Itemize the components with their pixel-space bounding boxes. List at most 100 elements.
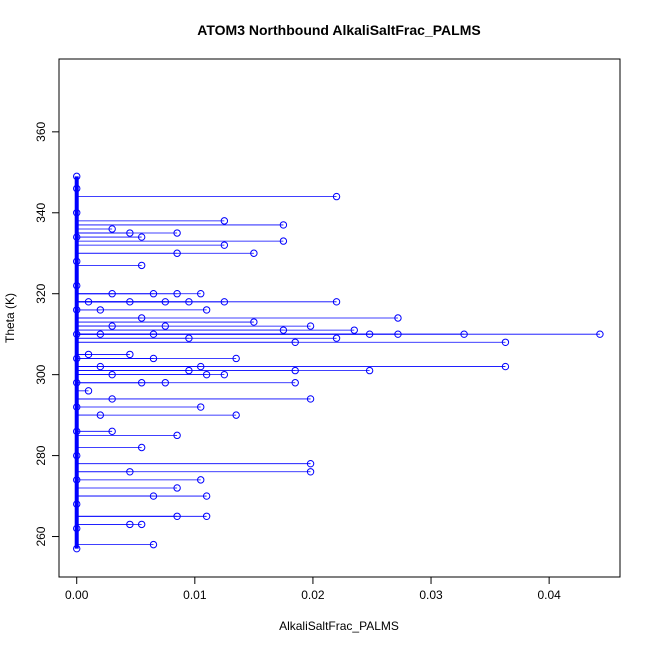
data-point	[96, 330, 105, 338]
data-point	[126, 350, 134, 359]
data-point	[149, 354, 158, 363]
data-point	[501, 338, 510, 346]
y-tick-label: 280	[34, 445, 48, 465]
data-point	[173, 249, 181, 257]
data-point	[220, 217, 229, 225]
data-point	[501, 362, 510, 371]
data-point	[73, 172, 81, 181]
data-point	[291, 338, 299, 346]
data-point	[73, 306, 81, 314]
data-point	[173, 484, 181, 492]
data-point	[73, 233, 81, 241]
data-point	[96, 411, 105, 419]
data-point	[84, 387, 93, 395]
data-point	[137, 314, 146, 322]
data-point	[108, 322, 116, 330]
data-points	[73, 172, 604, 553]
data-point	[126, 229, 134, 237]
data-point	[126, 468, 134, 476]
data-point	[291, 379, 299, 387]
y-tick-label: 320	[34, 283, 48, 303]
y-tick-label: 260	[34, 526, 48, 546]
data-point	[73, 524, 81, 533]
data-point	[365, 330, 374, 338]
data-point	[350, 326, 358, 334]
chart-title: ATOM3 Northbound AlkaliSaltFrac_PALMS	[197, 22, 480, 38]
data-point	[73, 476, 81, 484]
data-point	[73, 184, 81, 193]
data-point	[220, 298, 229, 306]
x-tick-label: 0.03	[419, 588, 443, 602]
data-point	[332, 298, 341, 306]
data-point	[73, 330, 81, 338]
data-point	[84, 298, 93, 306]
data-point	[137, 379, 146, 387]
data-point	[137, 261, 146, 270]
y-tick-label: 340	[34, 202, 48, 222]
data-point	[306, 322, 315, 330]
data-point	[96, 306, 105, 314]
data-point	[291, 366, 299, 375]
data-point	[332, 334, 341, 342]
data-point	[137, 233, 146, 241]
data-point	[202, 306, 211, 314]
x-tick-label: 0.04	[537, 588, 561, 602]
data-point	[126, 520, 134, 529]
data-point	[161, 298, 169, 306]
data-point	[306, 395, 315, 403]
data-point	[460, 330, 468, 338]
data-point	[185, 366, 193, 375]
x-tick-label: 0.01	[183, 588, 207, 602]
data-point	[173, 290, 181, 298]
data-point	[108, 290, 116, 298]
data-point	[149, 330, 158, 338]
data-point	[202, 512, 211, 520]
data-point	[137, 520, 146, 529]
data-point	[220, 241, 229, 249]
data-point	[332, 192, 341, 201]
x-axis: 0.00 0.01 0.02 0.03 0.04	[65, 576, 561, 602]
y-tick-label: 360	[34, 122, 48, 142]
data-point	[202, 492, 211, 500]
data-point	[73, 257, 81, 266]
data-point	[84, 350, 93, 359]
data-point	[73, 427, 81, 436]
trajectory-lines	[74, 176, 600, 549]
data-point	[173, 512, 181, 520]
data-point	[73, 500, 81, 508]
data-point	[108, 370, 116, 379]
data-point	[161, 322, 169, 330]
data-point	[596, 330, 604, 338]
data-point	[96, 362, 105, 371]
data-point	[126, 298, 134, 306]
data-point	[279, 237, 288, 245]
data-point	[73, 544, 81, 553]
data-point	[161, 379, 169, 387]
data-point	[306, 459, 315, 468]
data-point	[185, 298, 193, 306]
data-point	[149, 492, 158, 500]
data-point	[185, 334, 193, 342]
data-point	[149, 290, 158, 298]
data-point	[197, 403, 205, 411]
y-axis-label: Theta (K)	[3, 293, 17, 343]
data-point	[149, 540, 158, 549]
data-point	[279, 221, 288, 229]
data-point	[73, 281, 81, 290]
x-tick-label: 0.02	[301, 588, 325, 602]
data-point	[250, 249, 258, 257]
data-point	[73, 403, 81, 411]
data-point	[220, 370, 229, 379]
data-point	[73, 209, 81, 217]
data-point	[197, 290, 205, 298]
data-point	[108, 395, 116, 403]
data-point	[250, 318, 258, 326]
data-point	[137, 443, 146, 452]
data-point	[365, 366, 374, 375]
data-point	[108, 225, 116, 233]
data-point	[394, 314, 402, 322]
data-point	[173, 431, 181, 440]
data-point	[232, 354, 240, 363]
data-point	[197, 362, 205, 371]
